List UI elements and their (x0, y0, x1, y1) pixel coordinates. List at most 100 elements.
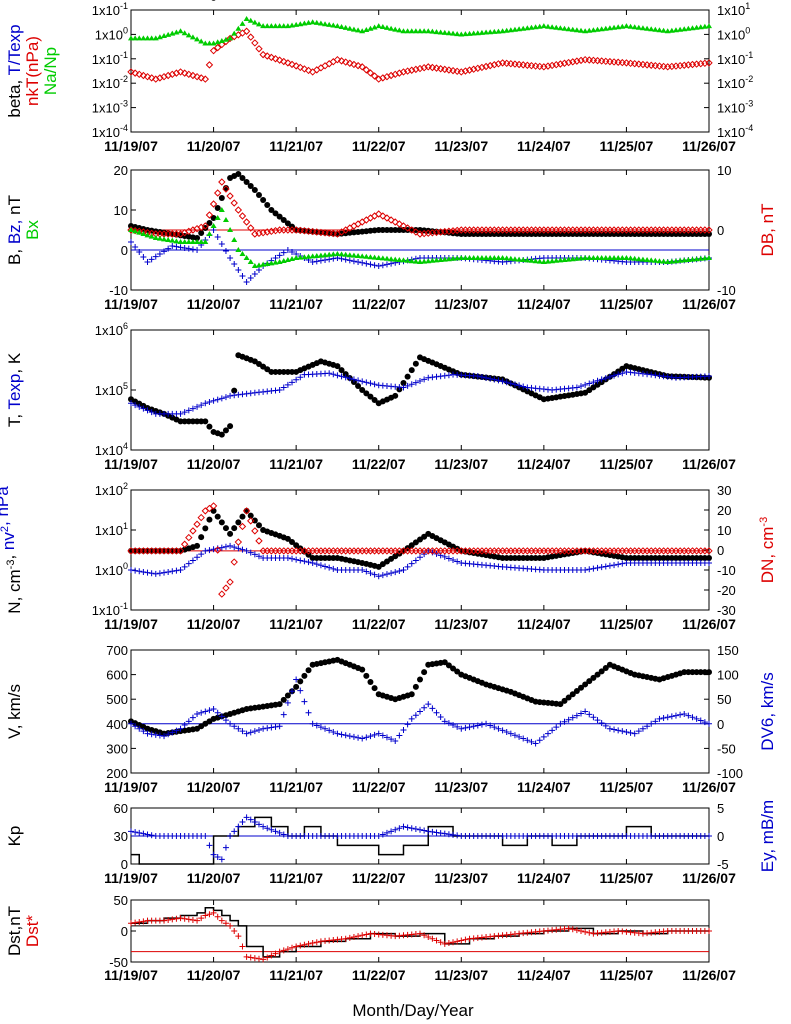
data-point (280, 696, 287, 703)
data-point (573, 712, 580, 719)
data-point (433, 937, 440, 944)
data-point (383, 214, 391, 222)
y2-axis-label: DB, nT (758, 204, 777, 257)
data-point (408, 381, 415, 388)
data-point (337, 57, 346, 65)
data-point (644, 723, 651, 730)
data-point (292, 62, 300, 70)
data-point (148, 832, 155, 839)
data-point (420, 63, 428, 72)
data-point (346, 257, 353, 264)
x-tick-label: 11/22/07 (352, 870, 406, 886)
data-point (333, 55, 342, 64)
data-point (326, 564, 333, 571)
data-point (325, 60, 333, 68)
data-point (165, 568, 172, 575)
panel-temp: 11/19/07 11/20/07 11/21/07 11/22/07 11/23/07… (5, 321, 736, 472)
data-point (495, 725, 502, 732)
data-point (165, 731, 172, 738)
data-point (590, 255, 597, 260)
data-point (611, 726, 618, 733)
data-point (289, 249, 296, 255)
data-point (210, 223, 217, 228)
y2-tick-label: 10 (717, 523, 731, 538)
x-tick-label: 11/23/07 (434, 779, 488, 795)
data-point (399, 68, 408, 76)
data-point (161, 733, 168, 740)
data-point (656, 715, 663, 722)
data-point (210, 851, 217, 858)
data-point (355, 377, 362, 384)
data-point (586, 231, 593, 237)
data-point (375, 210, 383, 218)
data-point (251, 19, 258, 25)
data-point (388, 736, 395, 743)
panel-kp: 11/19/07 11/20/07 11/21/07 11/22/07 11/23/07… (5, 800, 777, 886)
data-point (136, 829, 143, 836)
x-tick-label: 11/23/07 (434, 296, 488, 312)
data-point (326, 256, 333, 263)
y-axis-label: N, cm-3, nv2, nPa (0, 486, 24, 614)
data-point (697, 717, 704, 724)
data-point (379, 831, 386, 838)
data-point (341, 58, 350, 66)
data-point (639, 256, 646, 262)
data-point (594, 26, 601, 32)
data-point (255, 192, 262, 198)
data-point (677, 26, 684, 32)
data-point (218, 431, 225, 438)
data-point (144, 831, 151, 838)
data-point (441, 29, 448, 35)
data-point (309, 940, 316, 947)
y2-tick-label: 0 (717, 223, 724, 238)
data-point (156, 235, 163, 241)
data-point (136, 35, 143, 41)
data-point (396, 732, 403, 739)
data-point (387, 216, 395, 224)
data-point (255, 726, 262, 733)
data-point (206, 40, 213, 46)
data-point (706, 255, 712, 260)
data-point (239, 251, 246, 256)
data-point (582, 381, 589, 388)
data-point (213, 189, 222, 197)
data-point (213, 546, 222, 554)
data-point (383, 734, 390, 741)
data-point (230, 199, 238, 207)
y-tick-label: 1x102 (95, 481, 128, 498)
data-point (706, 833, 712, 839)
data-point (289, 555, 296, 562)
data-point (242, 507, 251, 515)
data-point (222, 844, 229, 851)
data-point (177, 410, 184, 417)
data-point (181, 722, 188, 729)
data-point (293, 943, 300, 950)
data-point (685, 669, 692, 676)
data-point (243, 730, 250, 737)
data-point (466, 724, 473, 731)
x-tick-label: 11/25/07 (600, 967, 654, 983)
data-point (165, 237, 172, 242)
data-point (557, 25, 564, 31)
data-point (590, 379, 597, 386)
data-point (268, 368, 275, 375)
data-point (132, 567, 139, 574)
data-point (346, 375, 353, 382)
data-point (322, 21, 329, 27)
data-point (553, 231, 560, 237)
x-tick-label: 11/25/07 (600, 456, 654, 472)
data-point (408, 367, 415, 374)
data-point (586, 566, 593, 573)
data-point (313, 66, 321, 74)
data-point (227, 922, 234, 929)
data-point (417, 826, 423, 833)
data-point (623, 554, 630, 561)
data-point (243, 255, 250, 260)
data-point (239, 20, 246, 26)
data-point (615, 561, 622, 568)
data-point (404, 227, 411, 233)
data-point (284, 368, 291, 375)
data-point (619, 23, 626, 29)
data-point (602, 375, 609, 382)
data-point (400, 379, 407, 386)
